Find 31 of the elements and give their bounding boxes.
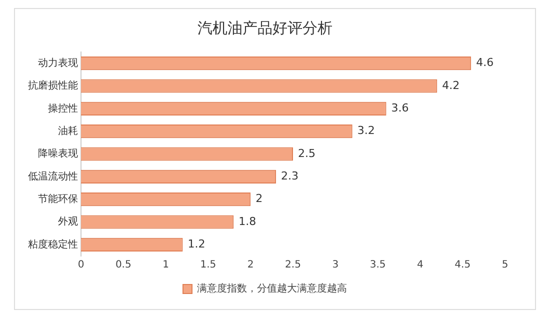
- x-tick-label: 0.5: [115, 260, 132, 271]
- x-tick-label: 1.5: [200, 260, 216, 271]
- x-tick-label: 0: [78, 260, 84, 271]
- data-label: 1.2: [188, 238, 206, 251]
- y-tick-label: 抗磨损性能: [28, 80, 78, 92]
- y-tick-label: 油耗: [58, 124, 78, 137]
- data-label: 2: [256, 192, 263, 206]
- legend-label: 满意度指数，分值越大满意度越高: [197, 282, 347, 295]
- x-tick-label: 3: [332, 260, 339, 271]
- x-tick-label: 5: [502, 260, 508, 271]
- data-label: 4.6: [476, 56, 494, 70]
- chart-title: 汽机油产品好评分析: [198, 18, 332, 37]
- data-label: 3.6: [391, 102, 409, 115]
- y-tick-label: 粘度稳定性: [28, 238, 78, 250]
- y-tick-label: 降噪表现: [38, 148, 78, 160]
- data-label: 4.2: [442, 78, 460, 92]
- data-label: 2.3: [281, 170, 299, 183]
- y-tick-label: 动力表现: [38, 56, 78, 69]
- x-tick-label: 3.5: [370, 260, 386, 271]
- y-tick-label: 操控性: [48, 102, 78, 114]
- x-tick-label: 4.5: [454, 260, 471, 271]
- y-tick-label: 外观: [58, 216, 78, 228]
- y-tick-label: 节能环保: [38, 192, 78, 205]
- x-tick-label: 2.5: [285, 260, 301, 271]
- data-label: 3.2: [357, 124, 375, 138]
- x-tick-label: 4: [417, 260, 424, 271]
- x-tick-label: 1: [162, 260, 169, 271]
- x-tick-label: 2: [247, 260, 254, 271]
- y-tick-label: 低温流动性: [28, 170, 78, 182]
- data-label: 2.5: [298, 146, 316, 160]
- data-label: 1.8: [238, 214, 256, 228]
